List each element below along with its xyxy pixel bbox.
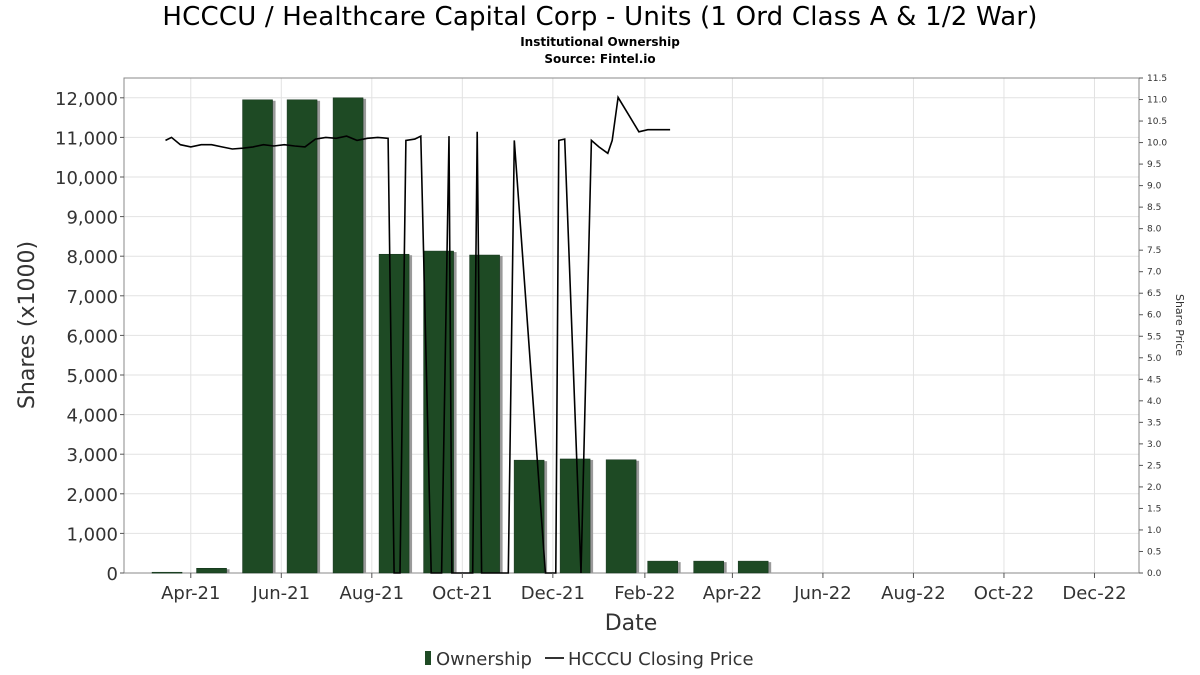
y-tick-label: 1,000 (66, 524, 118, 545)
y2-tick-label: 8.0 (1147, 225, 1162, 235)
chart-title: HCCCU / Healthcare Capital Corp - Units … (162, 2, 1038, 32)
y2-tick-label: 11.0 (1147, 96, 1167, 106)
y2-tick-label: 5.0 (1147, 354, 1162, 364)
legend-ownership-label: Ownership (436, 649, 532, 670)
y2-tick-label: 4.0 (1147, 397, 1162, 407)
y2-tick-label: 3.5 (1147, 418, 1161, 428)
y2-axis-label: Share Price (1173, 294, 1186, 356)
y2-tick-label: 9.0 (1147, 182, 1162, 192)
y2-tick-label: 10.0 (1147, 139, 1167, 149)
price-line-path (165, 95, 671, 574)
legend-ownership-swatch (425, 651, 431, 665)
y-tick-label: 8,000 (66, 247, 118, 268)
ownership-bar (559, 458, 591, 574)
y-tick-label: 7,000 (66, 287, 118, 308)
x-tick-label: Oct-21 (432, 583, 493, 604)
ownership-bar (286, 99, 318, 574)
ownership-bar (332, 97, 364, 574)
y2-tick-label: 7.5 (1147, 246, 1161, 256)
ownership-bar (693, 560, 724, 574)
y-axis-label: Shares (x1000) (15, 241, 40, 409)
y-tick-label: 12,000 (55, 89, 118, 110)
ownership-bar (242, 99, 273, 574)
y2-tick-label: 5.5 (1147, 332, 1161, 342)
ownership-bar (423, 250, 454, 574)
x-axis-ticks: Apr-21 Jun-21 Aug-21 Oct-21 Dec-21 Feb-22 Apr-… (161, 573, 1127, 604)
chart-subtitle: Institutional Ownership (520, 35, 680, 49)
x-tick-label: Feb-22 (614, 583, 675, 604)
ownership-bar (513, 459, 545, 574)
chart-source: Source: Fintel.io (544, 52, 656, 66)
y2-tick-label: 6.0 (1147, 311, 1162, 321)
legend-price-label: HCCCU Closing Price (568, 649, 754, 670)
y2-tick-label: 2.5 (1147, 461, 1161, 471)
y-tick-label: 9,000 (66, 208, 118, 229)
y2-tick-label: 8.5 (1147, 203, 1161, 213)
x-tick-label: Aug-21 (340, 583, 405, 604)
y-tick-label: 0 (107, 564, 118, 585)
y-axis-ticks: 0 1,000 2,000 3,000 4,000 5,000 6,000 7,000 8,00… (55, 89, 124, 585)
ownership-bar (737, 560, 769, 574)
y-tick-label: 4,000 (66, 406, 118, 427)
x-tick-label: Oct-22 (974, 583, 1035, 604)
legend: Ownership HCCCU Closing Price (425, 649, 754, 670)
x-tick-label: Apr-22 (703, 583, 762, 604)
y2-axis-ticks: 0.0 0.5 1.0 1.5 2.0 2.5 3.0 3.5 4.0 4.5 5.0 5.5 6.0 6… (1139, 74, 1167, 579)
y2-tick-label: 2.0 (1147, 483, 1162, 493)
y2-tick-label: 0.5 (1147, 547, 1161, 557)
y2-tick-label: 1.5 (1147, 504, 1161, 514)
x-tick-label: Jun-21 (252, 583, 311, 604)
x-axis-label: Date (605, 611, 658, 636)
y2-tick-label: 3.0 (1147, 440, 1162, 450)
price-line (165, 95, 671, 574)
x-tick-label: Jun-22 (793, 583, 852, 604)
y-tick-label: 3,000 (66, 445, 118, 466)
ownership-bar (151, 571, 183, 574)
x-tick-label: Apr-21 (161, 583, 220, 604)
y-tick-label: 6,000 (66, 326, 118, 347)
ownership-bar (647, 560, 678, 574)
y-tick-label: 10,000 (55, 168, 118, 189)
ownership-bars (151, 97, 772, 574)
y2-tick-label: 4.5 (1147, 375, 1161, 385)
y2-tick-label: 6.5 (1147, 289, 1161, 299)
y2-tick-label: 10.5 (1147, 117, 1167, 127)
x-tick-label: Aug-22 (881, 583, 946, 604)
ownership-bar (196, 567, 227, 574)
y2-tick-label: 9.5 (1147, 160, 1161, 170)
x-tick-label: Dec-21 (521, 583, 585, 604)
y2-tick-label: 11.5 (1147, 74, 1167, 84)
ownership-bar (605, 459, 637, 574)
y2-tick-label: 0.0 (1147, 569, 1162, 579)
x-tick-label: Dec-22 (1062, 583, 1126, 604)
y-tick-label: 11,000 (55, 128, 118, 149)
y-tick-label: 5,000 (66, 366, 118, 387)
y2-tick-label: 1.0 (1147, 526, 1162, 536)
y2-tick-label: 7.0 (1147, 268, 1162, 278)
y-tick-label: 2,000 (66, 485, 118, 506)
